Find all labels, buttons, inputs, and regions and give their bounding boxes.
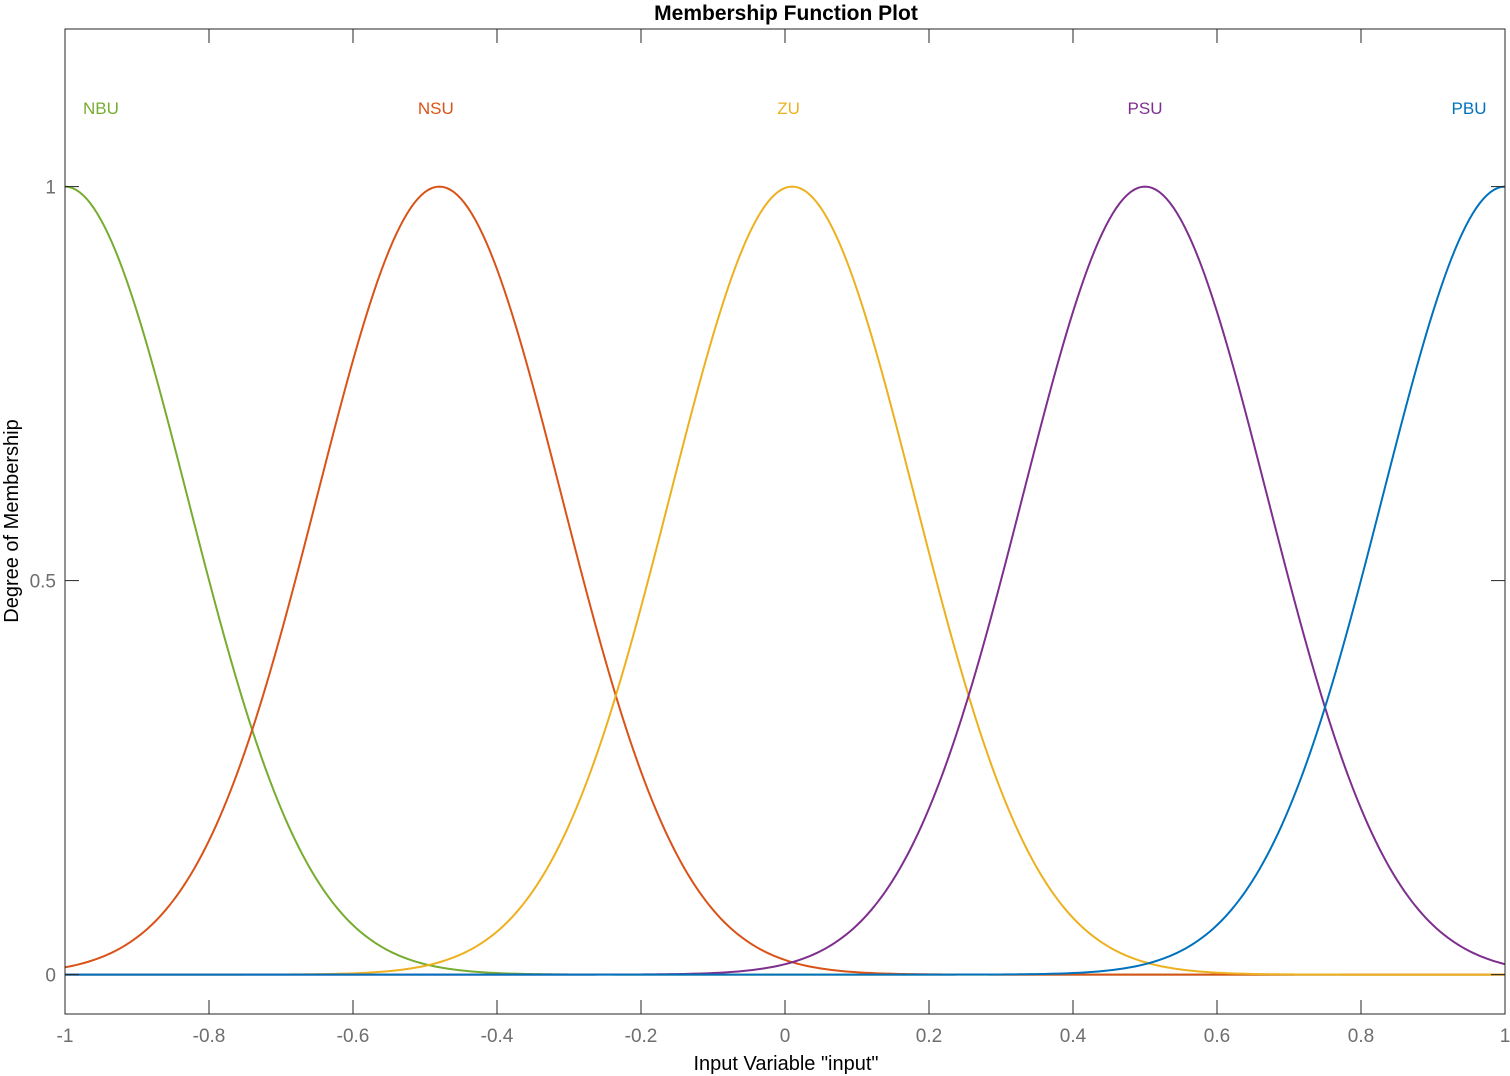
- x-tick-label: -0.8: [193, 1026, 226, 1047]
- x-tick-label: 0: [780, 1026, 791, 1047]
- x-tick-label: 0.6: [1204, 1026, 1230, 1047]
- x-tick-label: -0.4: [481, 1026, 514, 1047]
- y-axis-ticks: 00.51: [30, 178, 1505, 987]
- mf-label-pbu: PBU: [1452, 99, 1487, 118]
- x-tick-label: -0.6: [337, 1026, 370, 1047]
- mf-label-nsu: NSU: [418, 99, 454, 118]
- curve-pbu: [65, 185, 1506, 976]
- membership-curves: [64, 185, 1506, 976]
- y-axis-label: Degree of Membership: [1, 419, 23, 622]
- y-tick-label: 0.5: [30, 572, 56, 593]
- x-tick-label: 0.4: [1060, 1026, 1087, 1047]
- x-tick-label: -1: [57, 1026, 74, 1047]
- y-tick-label: 0: [45, 966, 56, 987]
- x-tick-label: 0.8: [1348, 1026, 1374, 1047]
- plot-area: [65, 29, 1505, 1014]
- mf-label-nbu: NBU: [83, 99, 119, 118]
- x-tick-label: 0.2: [916, 1026, 942, 1047]
- mf-label-zu: ZU: [777, 99, 800, 118]
- y-tick-label: 1: [45, 178, 56, 199]
- plot-box: [64, 28, 1506, 1015]
- x-axis-ticks: -1 -0.8 -0.6 -0.4 -0.2 0 0.2 0.4 0.6 0.8 1: [57, 29, 1510, 1047]
- x-axis-label: Input Variable "input": [693, 1053, 878, 1075]
- x-tick-label: -0.2: [625, 1026, 658, 1047]
- x-tick-label: 1: [1500, 1026, 1510, 1047]
- mf-label-psu: PSU: [1128, 99, 1163, 118]
- chart-title: Membership Function Plot: [654, 2, 918, 25]
- membership-function-labels: NBU NSU ZU PSU PBU: [83, 99, 1486, 118]
